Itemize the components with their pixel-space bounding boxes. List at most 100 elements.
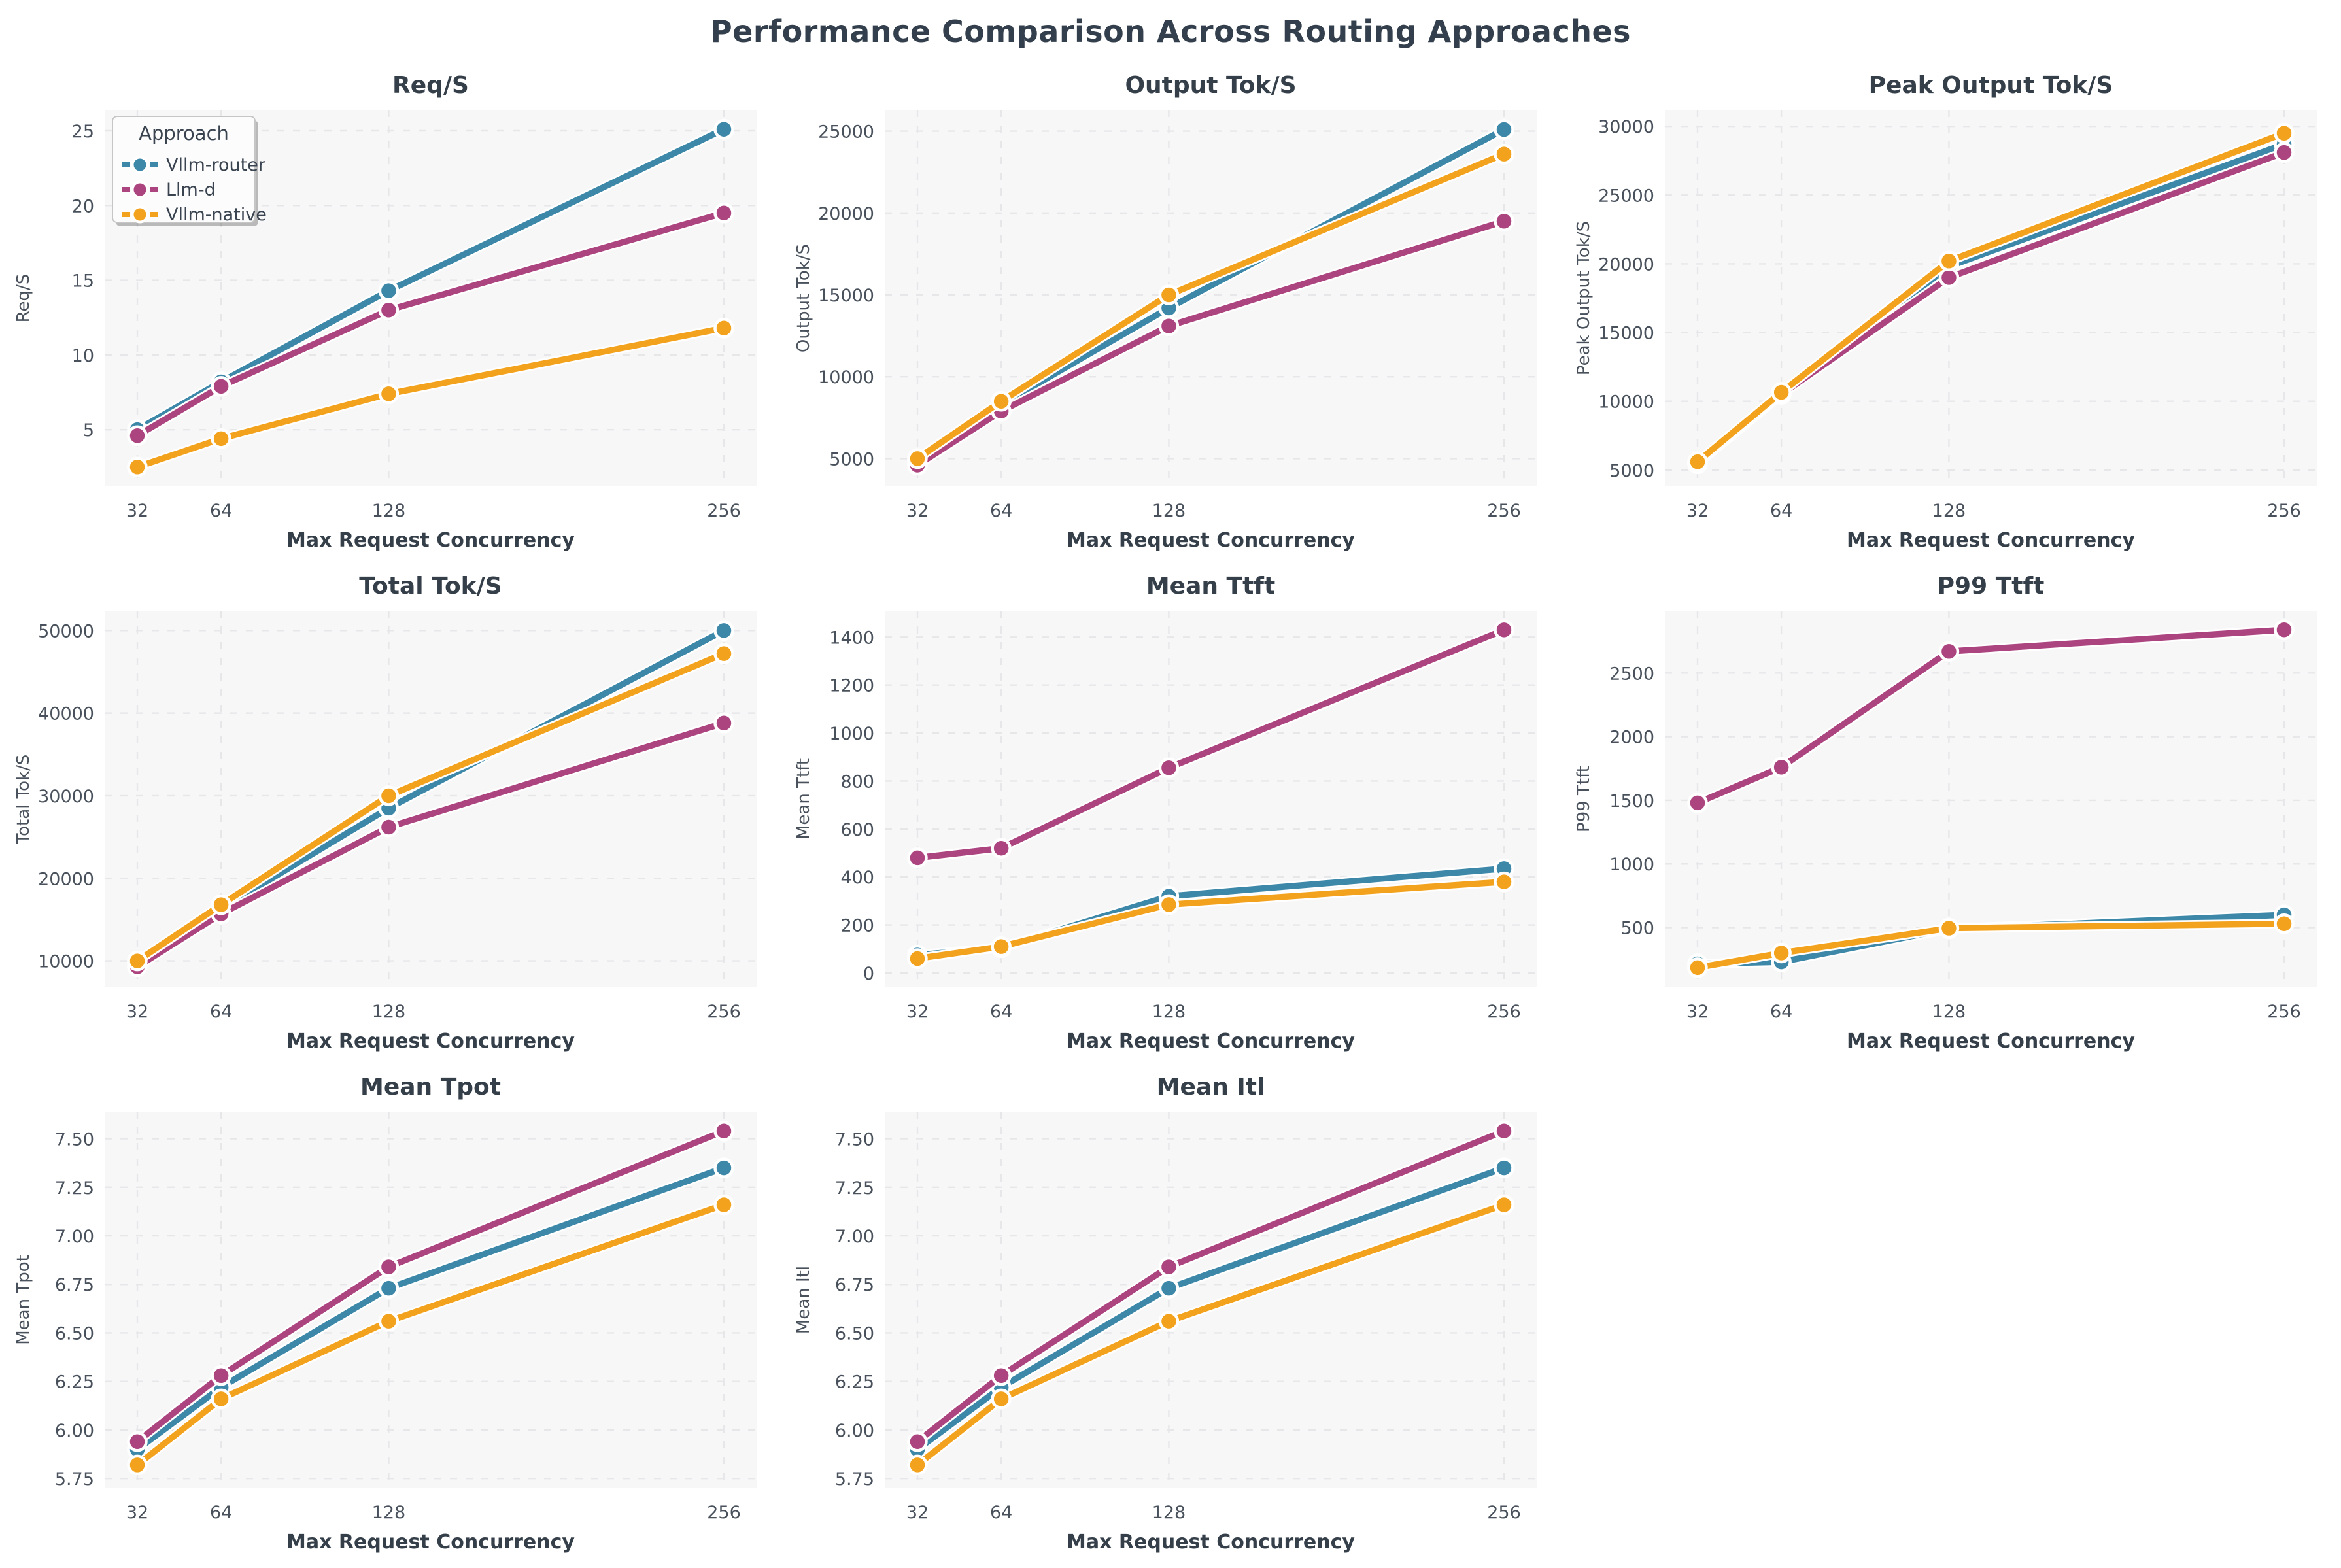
chart-canvas-total-tok-s: Total Tok/S 10000 20000 30000 40000 50000 32 64… <box>14 573 757 1053</box>
series-marker-vllm-native <box>1687 957 1708 978</box>
y-axis-label: Output Tok/S <box>794 244 813 352</box>
y-tick-label: 20000 <box>818 204 874 224</box>
series-marker-llm-d <box>1494 1120 1514 1142</box>
y-tick-label: 6.50 <box>835 1323 874 1344</box>
x-tick-label: 64 <box>1770 1002 1792 1022</box>
x-tick-label: 256 <box>2267 1002 2301 1022</box>
x-tick-label: 64 <box>210 501 232 521</box>
chart-title: Mean Itl <box>1157 1074 1265 1100</box>
x-axis-label: Max Request Concurrency <box>1847 529 2135 552</box>
x-tick-label: 128 <box>372 1503 406 1523</box>
series-marker-llm-d <box>378 1256 400 1278</box>
series-marker-vllm-native <box>2274 913 2295 934</box>
legend-box <box>112 116 256 223</box>
x-tick-label: 128 <box>1152 501 1186 521</box>
series-marker-llm-d <box>991 838 1012 859</box>
series-marker-vllm-native <box>1771 382 1792 403</box>
y-tick-label: 6.75 <box>835 1275 874 1295</box>
y-tick-label: 5.75 <box>55 1469 94 1490</box>
y-tick-label: 7.25 <box>835 1178 874 1199</box>
series-marker-llm-d <box>1938 641 1960 662</box>
y-tick-label: 7.25 <box>55 1178 94 1199</box>
y-axis-label: Mean Ttft <box>794 758 813 840</box>
y-axis-label: Total Tok/S <box>14 755 33 845</box>
y-tick-label: 6.50 <box>55 1323 94 1344</box>
x-tick-label: 32 <box>126 1503 148 1523</box>
series-marker-llm-d <box>713 202 734 224</box>
y-tick-label: 6.00 <box>55 1421 94 1441</box>
x-axis-label: Max Request Concurrency <box>1067 1030 1355 1053</box>
series-marker-vllm-native <box>378 785 400 806</box>
legend-label-llm-d: Llm-d <box>166 180 216 200</box>
y-tick-label: 400 <box>840 868 874 888</box>
y-axis-label: Peak Output Tok/S <box>1574 221 1594 375</box>
series-marker-vllm-native <box>378 1310 400 1332</box>
x-axis-label: Max Request Concurrency <box>286 1030 575 1053</box>
series-marker-llm-d <box>1158 1256 1180 1278</box>
x-tick-label: 32 <box>1686 1002 1709 1022</box>
legend-marker-vllm-router <box>131 156 149 174</box>
series-line-vllm-native <box>134 1201 727 1469</box>
series-line-llm-d <box>914 1127 1507 1445</box>
x-tick-label: 64 <box>1770 501 1792 521</box>
series-marker-vllm-native <box>1938 917 1960 939</box>
y-tick-label: 25000 <box>1598 186 1654 206</box>
series-line-vllm-native <box>914 1201 1507 1469</box>
series-marker-vllm-native <box>713 317 734 339</box>
y-tick-label: 600 <box>840 820 874 840</box>
y-tick-label: 15000 <box>818 286 874 306</box>
series-marker-vllm-native <box>1494 1194 1514 1216</box>
chart-title: Mean Ttft <box>1146 573 1275 600</box>
chart-canvas-mean-ttft: Mean Ttft 0 200 400 600 800 1000 1200 1400 32 64 12… <box>794 573 1537 1053</box>
series-line-vllm-native <box>1694 920 2287 971</box>
y-tick-label: 10000 <box>818 367 874 388</box>
series-marker-vllm-native <box>211 428 231 449</box>
series-marker-llm-d <box>713 713 734 734</box>
series-marker-llm-d <box>907 1431 928 1452</box>
x-tick-label: 256 <box>1487 1002 1521 1022</box>
x-tick-label: 32 <box>1686 501 1709 521</box>
series-marker-vllm-native <box>907 948 928 969</box>
series-marker-vllm-router <box>1494 119 1514 140</box>
legend-label-vllm-native: Vllm-native <box>166 205 267 225</box>
chart-title: Total Tok/S <box>359 573 502 600</box>
plot-background <box>885 611 1537 987</box>
x-tick-label: 64 <box>210 1002 232 1022</box>
x-axis-label: Max Request Concurrency <box>286 1531 575 1554</box>
series-marker-llm-d <box>1494 619 1514 641</box>
chart-req-s: Req/S 5 10 15 20 25 32 64 128 256 Max Request Conc… <box>0 63 780 564</box>
series-line-vllm-native <box>134 324 727 471</box>
y-tick-label: 40000 <box>38 704 94 724</box>
series-marker-llm-d <box>211 376 231 397</box>
series-line-llm-d <box>914 218 1507 469</box>
series-marker-llm-d <box>378 817 400 838</box>
y-tick-label: 7.50 <box>55 1130 94 1150</box>
x-tick-label: 32 <box>126 1002 148 1022</box>
series-marker-vllm-router <box>713 620 734 641</box>
chart-mean-ttft: Mean Ttft 0 200 400 600 800 1000 1200 1400 32 64 12… <box>780 564 1560 1065</box>
series-marker-vllm-native <box>1938 250 1960 271</box>
y-tick-label: 5000 <box>829 449 874 469</box>
series-marker-vllm-native <box>1494 143 1514 165</box>
chart-p99-ttft: P99 Ttft 500 1000 1500 2000 2500 32 64 128 256 Max… <box>1560 564 2340 1065</box>
series-marker-vllm-router <box>713 1157 734 1178</box>
legend-marker-llm-d <box>131 180 149 199</box>
y-tick-label: 7.00 <box>835 1227 874 1247</box>
y-tick-label: 1200 <box>829 676 874 696</box>
y-tick-label: 6.25 <box>835 1372 874 1393</box>
series-line-vllm-router <box>134 1165 727 1453</box>
legend-title: Approach <box>139 122 229 145</box>
series-line-vllm-native <box>134 650 727 964</box>
x-axis-label: Max Request Concurrency <box>1067 1531 1355 1554</box>
series-marker-vllm-router <box>713 118 734 140</box>
series-marker-vllm-native <box>991 936 1012 957</box>
x-tick-label: 32 <box>906 1503 929 1523</box>
series-marker-llm-d <box>2274 142 2295 163</box>
chart-mean-itl: Mean Itl 5.75 6.00 6.25 6.50 6.75 7.00 7.25 7.50… <box>780 1065 1560 1565</box>
chart-total-tok-s: Total Tok/S 10000 20000 30000 40000 50000 32 64… <box>0 564 780 1065</box>
y-tick-label: 10000 <box>1598 392 1654 413</box>
series-marker-vllm-native <box>907 1454 928 1476</box>
series-marker-vllm-native <box>1158 1310 1180 1332</box>
series-marker-vllm-router <box>378 280 400 301</box>
